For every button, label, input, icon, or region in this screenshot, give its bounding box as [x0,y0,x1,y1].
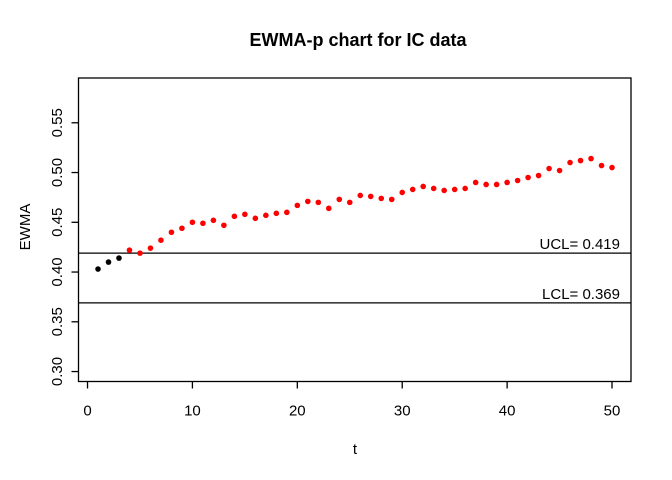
x-tick-label: 30 [394,403,411,420]
ewma-data-point [367,193,374,200]
ewma-data-point [336,196,343,203]
chart-title: EWMA-p chart for IC data [249,30,467,50]
ewma-data-point [168,229,175,236]
ewma-data-point [483,181,489,188]
x-tick-label: 40 [499,403,516,420]
ewma-data-point [598,162,605,169]
ewma-data-point [567,159,573,166]
x-tick-label: 20 [289,403,306,420]
ewma-data-point [273,210,280,217]
ewma-data-point [147,245,154,251]
y-tick-label: 0.50 [49,158,66,187]
x-tick-label: 10 [184,403,201,420]
ewma-data-point [493,181,500,188]
y-tick-label: 0.30 [49,357,66,386]
x-axis-label: t [353,441,358,458]
ewma-data-point [535,172,542,179]
ewma-data-point [409,186,416,193]
ewma-data-point [504,179,510,186]
ewma-data-point [200,220,206,227]
ewma-data-point [472,179,479,186]
y-tick-label: 0.55 [49,108,66,137]
ewma-data-point [284,209,290,216]
ewma-data-point [388,196,395,203]
x-tick-label: 0 [83,403,91,420]
ewma-data-point [210,217,217,224]
plot-generated-layer: 0 10 20 30 40 50 0.30 0.35 0.40 0.45 0.50 0.55 [49,77,632,420]
ewma-data-point [588,155,594,162]
ewma-data-point [609,164,615,171]
ewma-data-point [263,212,269,219]
y-tick-label: 0.35 [49,307,66,336]
ewma-data-point [462,185,468,192]
ewma-data-point [325,205,332,212]
ewma-data-point [231,213,238,220]
ewma-data-point [399,189,406,196]
ewma-data-point [441,187,447,194]
ewma-data-point [252,215,259,222]
ewma-data-point [315,199,322,206]
ewma-data-point [221,222,227,229]
ewma-data-point [116,255,122,261]
ewma-data-point [525,174,531,181]
ewma-data-point [577,157,584,164]
x-tick-label: 50 [604,403,621,420]
ewma-data-point [105,259,112,265]
ewma-data-point [294,202,301,209]
ewma-data-point [95,266,101,272]
ewma-data-point [357,192,364,199]
plot-box [77,77,632,383]
y-tick-label: 0.40 [49,257,66,286]
ewma-data-point [420,183,426,190]
ewma-data-point [451,186,458,193]
ewma-data-point [378,195,385,202]
ucl-annotation: UCL= 0.419 [540,236,620,253]
ewma-data-point [242,211,248,218]
y-tick-label: 0.45 [49,208,66,237]
y-axis-label: EWMA [17,204,34,251]
ewma-data-point [126,247,133,253]
ewma-data-point [158,237,164,243]
ewma-data-point [556,167,563,174]
ewma-data-point [305,198,311,205]
ewma-data-point [189,219,196,226]
ewma-data-point [514,177,521,184]
ewma-data-point [346,199,353,206]
ewma-data-point [137,250,143,256]
ewma-data-point [179,225,185,232]
ewma-data-point [546,165,552,172]
lcl-annotation: LCL= 0.369 [542,286,620,303]
ewma-data-point [430,185,437,192]
